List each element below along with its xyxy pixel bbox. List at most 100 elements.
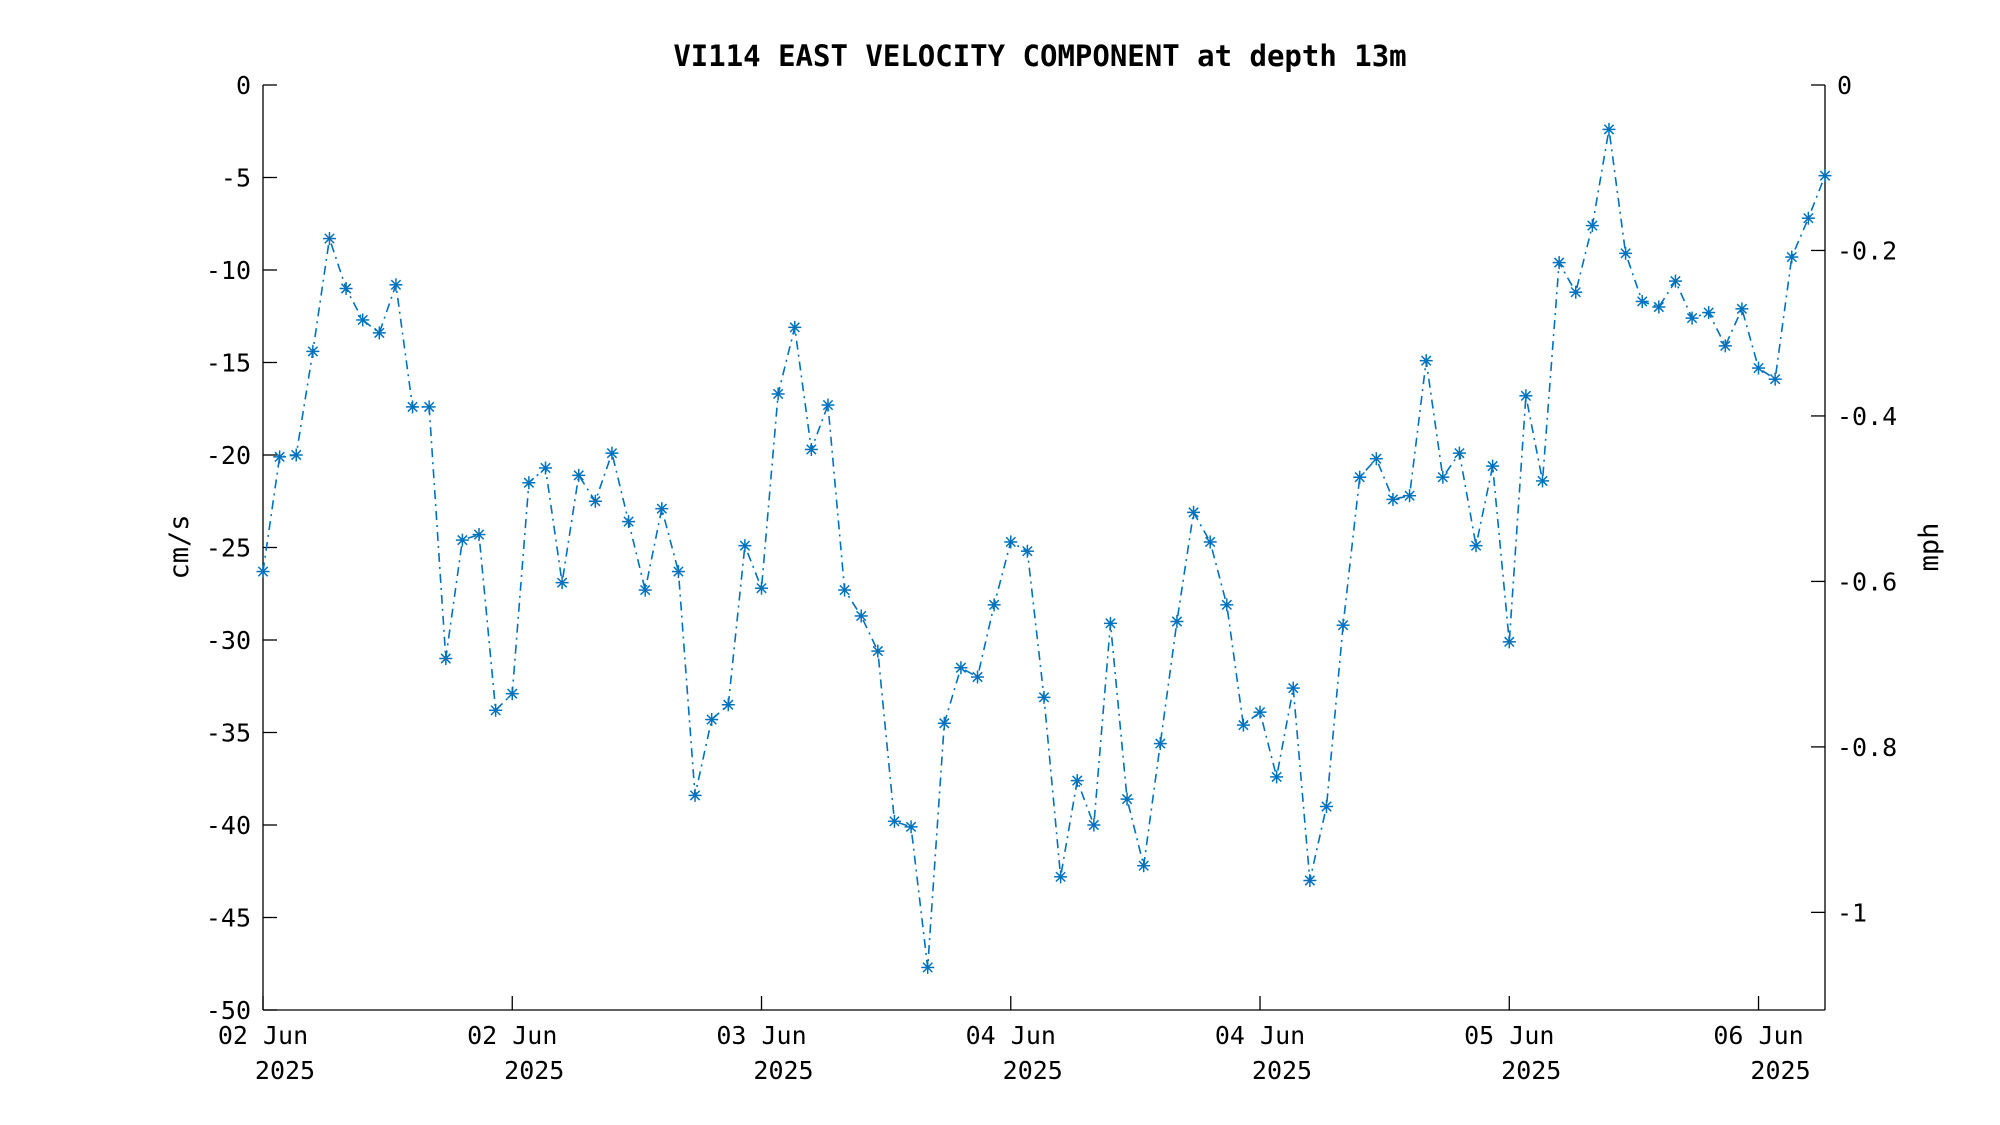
data-point bbox=[1536, 474, 1550, 488]
data-point bbox=[1203, 535, 1217, 549]
left-axis-label: cm/s bbox=[164, 514, 195, 579]
right-axis-ticks: 0 -0.2 -0.4 -0.6 -0.8 -1 bbox=[1811, 71, 1897, 927]
data-point bbox=[1087, 818, 1101, 832]
data-point bbox=[671, 565, 685, 579]
data-point bbox=[1519, 389, 1533, 403]
data-point bbox=[1785, 250, 1799, 264]
x-tick-label-year: 2025 bbox=[255, 1056, 315, 1085]
data-point bbox=[705, 713, 719, 727]
data-point bbox=[1735, 302, 1749, 316]
x-tick-label-day: 02 Jun bbox=[467, 1021, 557, 1050]
data-point bbox=[289, 448, 303, 462]
data-point bbox=[1004, 535, 1018, 549]
data-point bbox=[622, 515, 636, 529]
data-point bbox=[356, 313, 370, 327]
left-tick-label: 0 bbox=[236, 71, 251, 100]
left-tick-label: -10 bbox=[206, 256, 251, 285]
data-point bbox=[1718, 339, 1732, 353]
data-point bbox=[804, 442, 818, 456]
data-point bbox=[1270, 770, 1284, 784]
right-tick-label: -0.8 bbox=[1837, 733, 1897, 762]
x-tick-label-day: 04 Jun bbox=[1215, 1021, 1305, 1050]
left-axis-ticks: 0 -5 -10 -15 -20 -25 -30 -35 -40 -45 -50 bbox=[206, 71, 277, 1025]
data-point bbox=[738, 539, 752, 553]
data-point bbox=[788, 320, 802, 334]
data-point bbox=[522, 476, 536, 490]
x-tick-label-year: 2025 bbox=[753, 1056, 813, 1085]
data-point bbox=[1020, 544, 1034, 558]
data-point bbox=[771, 387, 785, 401]
data-point bbox=[1436, 470, 1450, 484]
left-tick-label: -25 bbox=[206, 534, 251, 563]
data-point bbox=[538, 461, 552, 475]
data-point bbox=[971, 670, 985, 684]
data-point bbox=[555, 576, 569, 590]
data-point bbox=[1170, 615, 1184, 628]
left-tick-label: -35 bbox=[206, 719, 251, 748]
data-point bbox=[1303, 874, 1317, 887]
data-point bbox=[1419, 354, 1433, 368]
right-axis-label: mph bbox=[1914, 523, 1945, 572]
data-point bbox=[1236, 718, 1250, 732]
data-point bbox=[1702, 306, 1716, 320]
data-point bbox=[821, 398, 835, 412]
data-point bbox=[1486, 459, 1500, 473]
data-point bbox=[605, 446, 619, 460]
data-point bbox=[1585, 219, 1599, 233]
x-tick-label-day: 02 Jun bbox=[218, 1021, 308, 1050]
data-point bbox=[1752, 361, 1766, 375]
data-point bbox=[1452, 446, 1466, 460]
data-point bbox=[1054, 870, 1068, 884]
data-point bbox=[1685, 311, 1699, 325]
data-point bbox=[372, 326, 386, 340]
series-line bbox=[262, 129, 1826, 968]
x-axis-ticks: 02 Jun 2025 02 Jun 2025 03 Jun 2025 04 Jun 2025… bbox=[218, 996, 1811, 1085]
left-tick-label: -20 bbox=[206, 441, 251, 470]
left-tick-label: -50 bbox=[206, 996, 251, 1025]
data-point bbox=[1253, 705, 1267, 719]
data-point bbox=[505, 687, 519, 701]
data-point bbox=[1403, 489, 1417, 503]
data-point bbox=[755, 581, 769, 595]
data-point bbox=[588, 494, 602, 508]
left-tick-label: -30 bbox=[206, 626, 251, 655]
data-point bbox=[422, 400, 436, 414]
data-point bbox=[1552, 256, 1566, 270]
data-point bbox=[937, 716, 951, 730]
left-tick-label: -45 bbox=[206, 904, 251, 933]
left-tick-label: -15 bbox=[206, 349, 251, 378]
data-point bbox=[1103, 616, 1117, 630]
x-tick-label-day: 05 Jun bbox=[1464, 1021, 1554, 1050]
data-point bbox=[455, 533, 469, 547]
data-point bbox=[1602, 122, 1616, 136]
data-point bbox=[1801, 211, 1815, 225]
x-tick-label-day: 04 Jun bbox=[966, 1021, 1056, 1050]
data-point bbox=[389, 278, 403, 292]
data-point bbox=[721, 698, 735, 712]
data-point bbox=[472, 528, 486, 542]
data-point bbox=[1070, 774, 1084, 788]
data-point bbox=[655, 502, 669, 516]
data-point bbox=[638, 583, 652, 597]
right-tick-label: -0.6 bbox=[1837, 567, 1897, 596]
data-point bbox=[1768, 372, 1782, 386]
data-point bbox=[1220, 598, 1234, 612]
data-point bbox=[921, 960, 935, 974]
data-point bbox=[854, 609, 868, 623]
data-point bbox=[273, 450, 287, 464]
x-tick-label-day: 03 Jun bbox=[716, 1021, 806, 1050]
data-point bbox=[871, 644, 885, 658]
x-tick-label-year: 2025 bbox=[504, 1056, 564, 1085]
data-point bbox=[406, 400, 420, 414]
left-tick-label: -5 bbox=[221, 164, 251, 193]
data-point bbox=[322, 232, 336, 246]
x-tick-label-year: 2025 bbox=[1252, 1056, 1312, 1085]
x-tick-label-day: 06 Jun bbox=[1713, 1021, 1803, 1050]
data-point bbox=[489, 703, 503, 717]
data-point bbox=[1153, 737, 1167, 751]
data-point bbox=[1652, 300, 1666, 314]
data-point bbox=[1469, 539, 1483, 553]
data-point bbox=[904, 820, 918, 834]
right-tick-label: -1 bbox=[1837, 898, 1867, 927]
